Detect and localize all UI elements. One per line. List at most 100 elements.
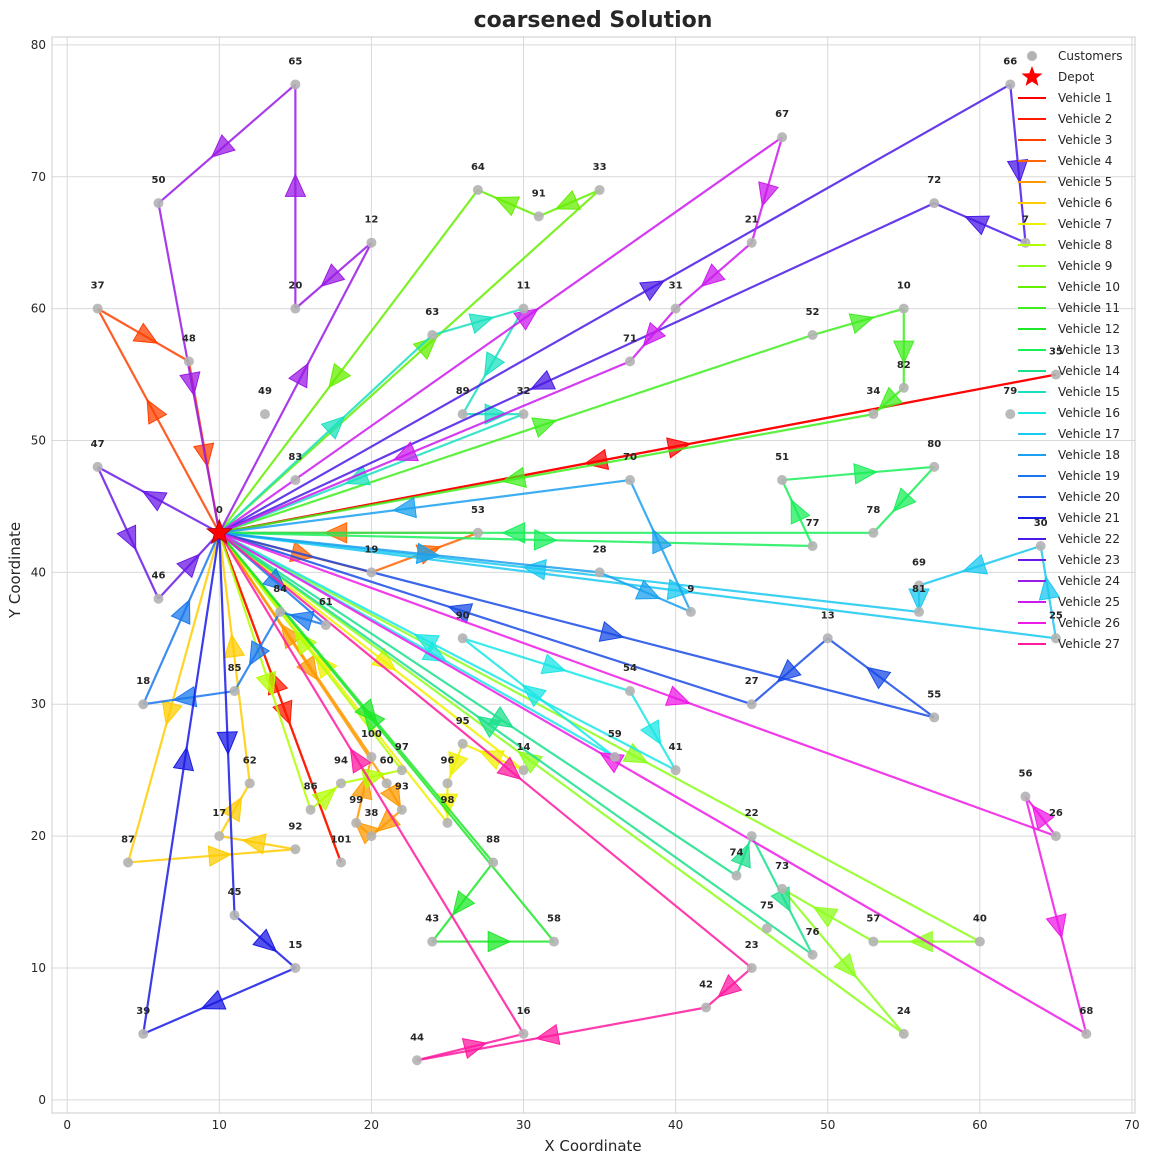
customer-label: 28	[593, 544, 607, 555]
customer-point	[351, 817, 362, 828]
y-tick-label: 50	[31, 434, 46, 448]
route-arrow	[535, 1023, 561, 1046]
route-vehicle-18	[219, 478, 692, 613]
route-segment	[218, 531, 814, 956]
customer-label: 43	[425, 914, 439, 925]
route-arrow	[413, 633, 440, 655]
route-arrow	[1031, 804, 1055, 831]
customer-point	[1020, 791, 1031, 802]
customer-label: 100	[361, 729, 382, 740]
customer-point	[518, 303, 529, 314]
route-segment	[218, 136, 783, 534]
route-segment	[218, 360, 631, 534]
customer-label: 42	[699, 980, 713, 991]
customer-label: 91	[532, 188, 546, 199]
route-arrow	[320, 415, 346, 440]
customer-label: 47	[91, 439, 105, 450]
customer-point	[123, 857, 134, 868]
route-arrow	[448, 750, 469, 777]
customer-point	[594, 567, 605, 578]
customer-point	[229, 686, 240, 697]
legend-vehicle-label: Vehicle 26	[1058, 616, 1120, 630]
route-arrow	[210, 134, 236, 158]
route-arrow	[1006, 159, 1029, 184]
route-segment	[219, 531, 935, 719]
customer-label: 37	[91, 281, 105, 292]
customer-label: 41	[669, 742, 683, 753]
customer-label: 83	[288, 452, 302, 463]
route-arrow	[892, 487, 917, 513]
route-segment	[219, 478, 631, 534]
customer-point	[1050, 369, 1061, 380]
customer-point	[1005, 79, 1016, 90]
customer-point	[518, 765, 529, 776]
route-segment	[218, 532, 403, 771]
route-vehicle-16	[218, 531, 677, 772]
legend-vehicle-label: Vehicle 1	[1058, 91, 1112, 105]
route-arrow	[758, 181, 779, 207]
customer-point	[685, 606, 696, 617]
customer-point	[290, 475, 301, 486]
customer-label: 73	[775, 861, 789, 872]
legend-vehicle-label: Vehicle 23	[1058, 553, 1120, 567]
customer-label: 64	[471, 162, 485, 173]
route-segment	[218, 333, 813, 534]
route-segment	[218, 531, 1057, 838]
legend-vehicle-label: Vehicle 21	[1058, 511, 1120, 525]
customer-label: 95	[456, 716, 470, 727]
route-arrow	[909, 930, 933, 953]
route-arrow	[447, 603, 474, 624]
vehicle-routes	[96, 83, 1088, 1062]
customer-point	[609, 751, 620, 762]
legend-vehicle-label: Vehicle 2	[1058, 112, 1112, 126]
route-arrow	[200, 989, 227, 1010]
customer-point	[153, 593, 164, 604]
customer-point	[625, 356, 636, 367]
route-segment	[218, 334, 434, 534]
customer-point	[670, 765, 681, 776]
route-vehicle-6	[126, 532, 296, 867]
customer-point	[625, 686, 636, 697]
route-arrow	[288, 610, 315, 632]
depot-layer: 0	[205, 505, 233, 545]
route-segment	[96, 308, 221, 534]
route-segment	[218, 531, 525, 772]
route-arrow	[255, 670, 277, 697]
customer-point	[214, 831, 225, 842]
legend-customers-label: Customers	[1058, 49, 1123, 63]
route-arrow	[362, 707, 386, 733]
chart-title: coarsened Solution	[474, 8, 713, 33]
customer-label: 94	[334, 755, 348, 766]
customer-label: 79	[1003, 386, 1017, 397]
customer-label: 54	[623, 663, 637, 674]
customer-point	[868, 409, 879, 420]
route-segment	[218, 531, 753, 706]
route-arrow	[642, 321, 667, 347]
customer-point	[320, 620, 331, 631]
route-arrow	[622, 742, 649, 764]
route-segment	[218, 83, 1011, 534]
route-arrow	[288, 362, 309, 389]
customer-point	[731, 870, 742, 881]
route-arrow	[392, 441, 419, 462]
customer-label: 90	[456, 610, 470, 621]
route-vehicle-19	[142, 531, 327, 708]
y-tick-label: 70	[31, 170, 46, 184]
legend-vehicle-label: Vehicle 25	[1058, 595, 1120, 609]
customer-label: 32	[517, 386, 531, 397]
x-tick-label: 30	[516, 1118, 531, 1132]
y-tick-label: 0	[38, 1093, 46, 1107]
route-arrow	[328, 362, 352, 389]
y-tick-label: 20	[31, 829, 46, 843]
customer-label: 44	[410, 1032, 424, 1043]
route-arrow	[216, 731, 238, 756]
customer-label: 97	[395, 742, 409, 753]
customer-point	[472, 527, 483, 538]
customer-label: 58	[547, 914, 561, 925]
customer-label: 85	[228, 663, 242, 674]
route-arrow	[496, 756, 522, 780]
customer-point	[290, 844, 301, 855]
customer-label: 69	[912, 558, 926, 569]
route-segment	[218, 413, 524, 534]
customer-point	[929, 712, 940, 723]
